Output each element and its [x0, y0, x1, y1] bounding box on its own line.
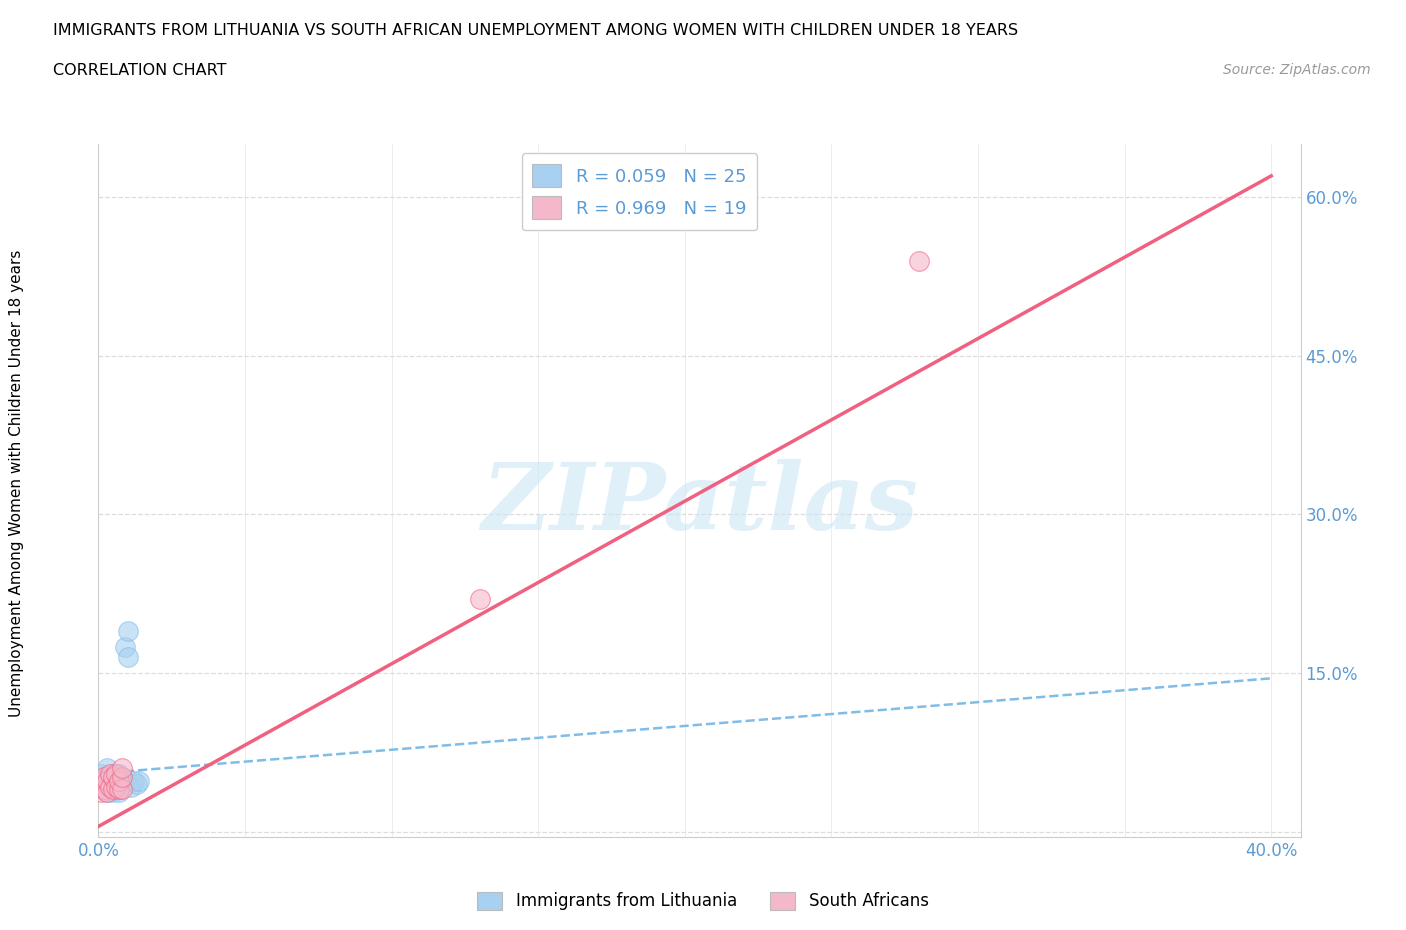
Legend: Immigrants from Lithuania, South Africans: Immigrants from Lithuania, South African…: [471, 885, 935, 917]
Point: [108, 774, 131, 789]
Point: [96, 784, 118, 799]
Point: [108, 784, 131, 799]
Point: [908, 253, 931, 268]
Point: [105, 780, 128, 795]
Point: [101, 774, 124, 789]
Point: [111, 761, 134, 776]
Text: IMMIGRANTS FROM LITHUANIA VS SOUTH AFRICAN UNEMPLOYMENT AMONG WOMEN WITH CHILDRE: IMMIGRANTS FROM LITHUANIA VS SOUTH AFRIC…: [53, 23, 1018, 38]
Point: [111, 782, 134, 797]
Point: [105, 766, 128, 781]
Point: [93, 771, 115, 786]
Point: [96, 777, 118, 791]
Point: [96, 774, 118, 789]
Point: [111, 771, 134, 786]
Point: [122, 774, 145, 789]
Point: [111, 769, 134, 784]
Text: Unemployment Among Women with Children Under 18 years: Unemployment Among Women with Children U…: [10, 250, 24, 717]
Point: [105, 782, 128, 797]
Point: [96, 784, 118, 799]
Point: [468, 591, 491, 606]
Point: [98, 766, 121, 781]
Point: [114, 639, 136, 654]
Text: Source: ZipAtlas.com: Source: ZipAtlas.com: [1223, 63, 1371, 77]
Point: [101, 766, 124, 781]
Point: [90, 766, 112, 781]
Point: [93, 782, 115, 797]
Point: [108, 782, 131, 797]
Point: [90, 777, 112, 791]
Point: [98, 769, 121, 784]
Point: [101, 782, 124, 797]
Point: [98, 780, 121, 795]
Text: CORRELATION CHART: CORRELATION CHART: [53, 63, 226, 78]
Point: [108, 777, 131, 791]
Point: [128, 774, 150, 789]
Point: [90, 784, 112, 799]
Legend: R = 0.059   N = 25, R = 0.969   N = 19: R = 0.059 N = 25, R = 0.969 N = 19: [522, 153, 756, 231]
Point: [98, 780, 121, 795]
Point: [93, 782, 115, 797]
Point: [101, 769, 124, 784]
Point: [120, 780, 142, 795]
Point: [108, 766, 131, 781]
Text: ZIPatlas: ZIPatlas: [481, 459, 918, 550]
Point: [93, 769, 115, 784]
Point: [105, 771, 128, 786]
Point: [125, 777, 148, 791]
Point: [117, 650, 139, 665]
Point: [117, 623, 139, 638]
Point: [90, 774, 112, 789]
Point: [101, 784, 124, 799]
Point: [96, 761, 118, 776]
